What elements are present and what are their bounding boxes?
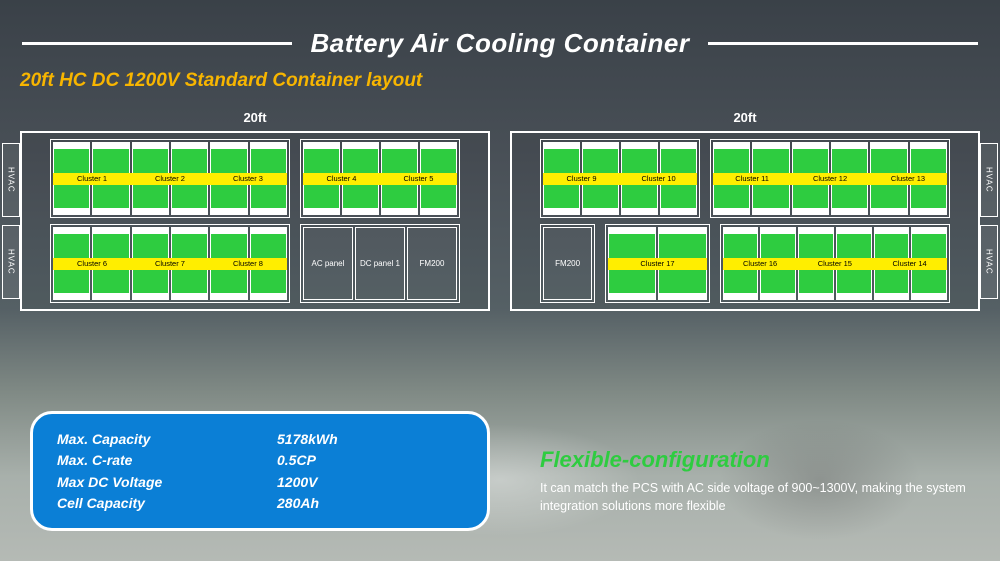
cluster-label: Cluster 3 (209, 174, 287, 183)
diagram-wrap: 20ft HVACHVACCluster 1Cluster 2Cluster 3… (20, 110, 980, 311)
cluster-label-band: Cluster 11Cluster 12Cluster 13 (713, 173, 947, 185)
cluster-label: Cluster 17 (608, 259, 706, 268)
equipment-panel: AC panel (303, 227, 353, 300)
spec-label: Max. Capacity (57, 431, 277, 447)
cluster-label: Cluster 9 (543, 174, 620, 183)
title-row: Battery Air Cooling Container (0, 28, 1000, 59)
cluster-label: Cluster 7 (131, 259, 209, 268)
cluster-label-band: Cluster 9Cluster 10 (543, 173, 697, 185)
cluster-label-band: Cluster 16Cluster 15Cluster 14 (723, 258, 947, 270)
cluster-label: Cluster 13 (869, 174, 947, 183)
spec-value: 1200V (277, 474, 317, 490)
spec-row: Max DC Voltage1200V (57, 471, 463, 493)
cluster-label: Cluster 1 (53, 174, 131, 183)
equipment-panel: FM200 (543, 227, 592, 300)
container-left-box: HVACHVACCluster 1Cluster 2Cluster 3Clust… (20, 131, 490, 311)
cluster-group: Cluster 16Cluster 15Cluster 14 (720, 224, 950, 303)
cluster-label: Cluster 5 (380, 174, 457, 183)
page-title: Battery Air Cooling Container (292, 28, 707, 59)
cluster-label: Cluster 2 (131, 174, 209, 183)
spec-value: 280Ah (277, 495, 319, 511)
hvac-label: HVAC (2, 143, 20, 217)
hvac-label: HVAC (980, 225, 998, 299)
flexible-title: Flexible-configuration (540, 447, 970, 473)
hvac-label: HVAC (980, 143, 998, 217)
spec-value: 0.5CP (277, 452, 316, 468)
cluster-label: Cluster 10 (620, 174, 697, 183)
cluster-label-band: Cluster 1Cluster 2Cluster 3 (53, 173, 287, 185)
subtitle: 20ft HC DC 1200V Standard Container layo… (20, 70, 422, 92)
spec-row: Cell Capacity280Ah (57, 493, 463, 515)
spec-label: Max DC Voltage (57, 474, 277, 490)
title-line-right (708, 42, 978, 45)
spec-label: Cell Capacity (57, 495, 277, 511)
flexible-body: It can match the PCS with AC side voltag… (540, 479, 970, 515)
cluster-label: Cluster 6 (53, 259, 131, 268)
container-left: 20ft HVACHVACCluster 1Cluster 2Cluster 3… (20, 110, 490, 311)
cluster-label: Cluster 12 (791, 174, 869, 183)
container-left-label: 20ft (20, 110, 490, 125)
cluster-group: Cluster 17 (605, 224, 709, 303)
panel-group: FM200 (540, 224, 595, 303)
cluster-label: Cluster 11 (713, 174, 791, 183)
spec-label: Max. C-rate (57, 452, 277, 468)
spec-box: Max. Capacity5178kWhMax. C-rate0.5CPMax … (30, 411, 490, 531)
equipment-panel: DC panel 1 (355, 227, 405, 300)
container-right-box: HVACHVACCluster 9Cluster 10Cluster 11Clu… (510, 131, 980, 311)
cluster-label-band: Cluster 4Cluster 5 (303, 173, 457, 185)
spec-row: Max. C-rate0.5CP (57, 450, 463, 472)
cluster-group: Cluster 1Cluster 2Cluster 3 (50, 139, 290, 218)
equipment-panel: FM200 (407, 227, 457, 300)
container-right: 20ft HVACHVACCluster 9Cluster 10Cluster … (510, 110, 980, 311)
cluster-group: Cluster 9Cluster 10 (540, 139, 700, 218)
cluster-label-band: Cluster 6Cluster 7Cluster 8 (53, 258, 287, 270)
cluster-label: Cluster 4 (303, 174, 380, 183)
flexible-block: Flexible-configuration It can match the … (540, 447, 970, 515)
cluster-group: Cluster 4Cluster 5 (300, 139, 460, 218)
hvac-label: HVAC (2, 225, 20, 299)
cluster-label: Cluster 16 (723, 259, 798, 268)
cluster-label: Cluster 14 (872, 259, 947, 268)
title-line-left (22, 42, 292, 45)
cluster-label-band: Cluster 17 (608, 258, 706, 270)
spec-value: 5178kWh (277, 431, 338, 447)
spec-row: Max. Capacity5178kWh (57, 428, 463, 450)
cluster-group: Cluster 11Cluster 12Cluster 13 (710, 139, 950, 218)
cluster-label: Cluster 8 (209, 259, 287, 268)
container-right-label: 20ft (510, 110, 980, 125)
cluster-label: Cluster 15 (797, 259, 872, 268)
cluster-group: Cluster 6Cluster 7Cluster 8 (50, 224, 290, 303)
panel-group: AC panelDC panel 1FM200 (300, 224, 460, 303)
